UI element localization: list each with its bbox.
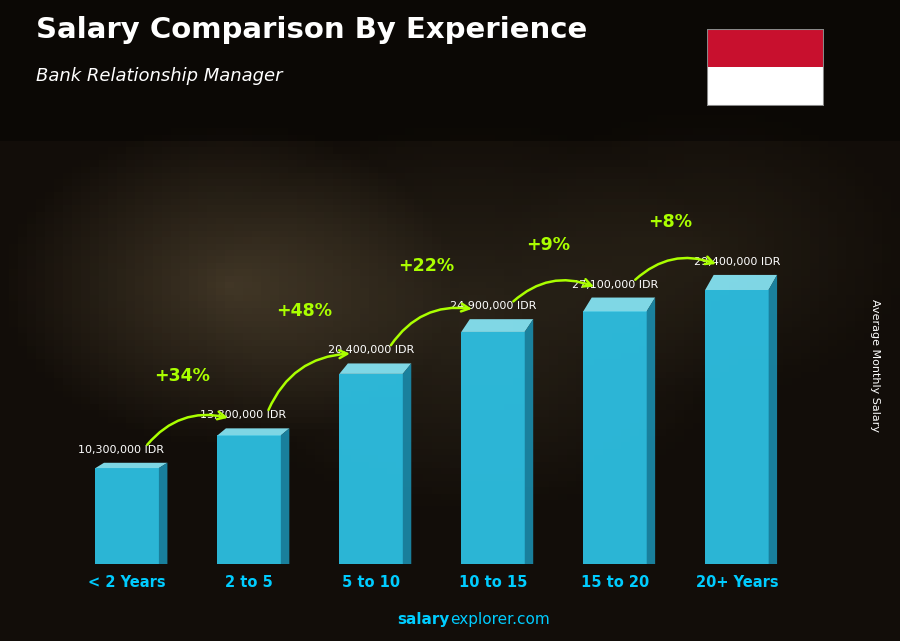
Text: 13,800,000 IDR: 13,800,000 IDR [200, 410, 286, 420]
Text: +9%: +9% [526, 236, 570, 254]
Text: 27,100,000 IDR: 27,100,000 IDR [572, 279, 658, 290]
Text: +8%: +8% [648, 213, 692, 231]
Text: +22%: +22% [398, 258, 454, 276]
Polygon shape [95, 468, 159, 564]
Polygon shape [705, 275, 777, 290]
Text: +34%: +34% [154, 367, 210, 385]
Text: 10,300,000 IDR: 10,300,000 IDR [78, 445, 164, 455]
Text: Salary Comparison By Experience: Salary Comparison By Experience [36, 16, 587, 44]
Polygon shape [525, 319, 533, 564]
Polygon shape [339, 374, 402, 564]
Bar [706, 67, 824, 106]
Text: 29,400,000 IDR: 29,400,000 IDR [694, 257, 780, 267]
Bar [706, 29, 824, 67]
Text: Bank Relationship Manager: Bank Relationship Manager [36, 67, 283, 85]
Polygon shape [646, 297, 655, 564]
Polygon shape [218, 435, 281, 564]
Polygon shape [218, 428, 289, 435]
Polygon shape [462, 332, 525, 564]
Polygon shape [769, 275, 777, 564]
Polygon shape [281, 428, 289, 564]
Polygon shape [462, 319, 533, 332]
Polygon shape [339, 363, 411, 374]
Polygon shape [705, 290, 769, 564]
Polygon shape [402, 363, 411, 564]
Text: 24,900,000 IDR: 24,900,000 IDR [450, 301, 536, 312]
Polygon shape [583, 312, 646, 564]
Polygon shape [95, 463, 167, 468]
Text: 20,400,000 IDR: 20,400,000 IDR [328, 345, 414, 356]
Text: +48%: +48% [276, 302, 332, 320]
Polygon shape [583, 297, 655, 312]
Text: explorer.com: explorer.com [450, 612, 550, 627]
Text: Average Monthly Salary: Average Monthly Salary [869, 299, 880, 432]
Text: salary: salary [398, 612, 450, 627]
Polygon shape [159, 463, 167, 564]
